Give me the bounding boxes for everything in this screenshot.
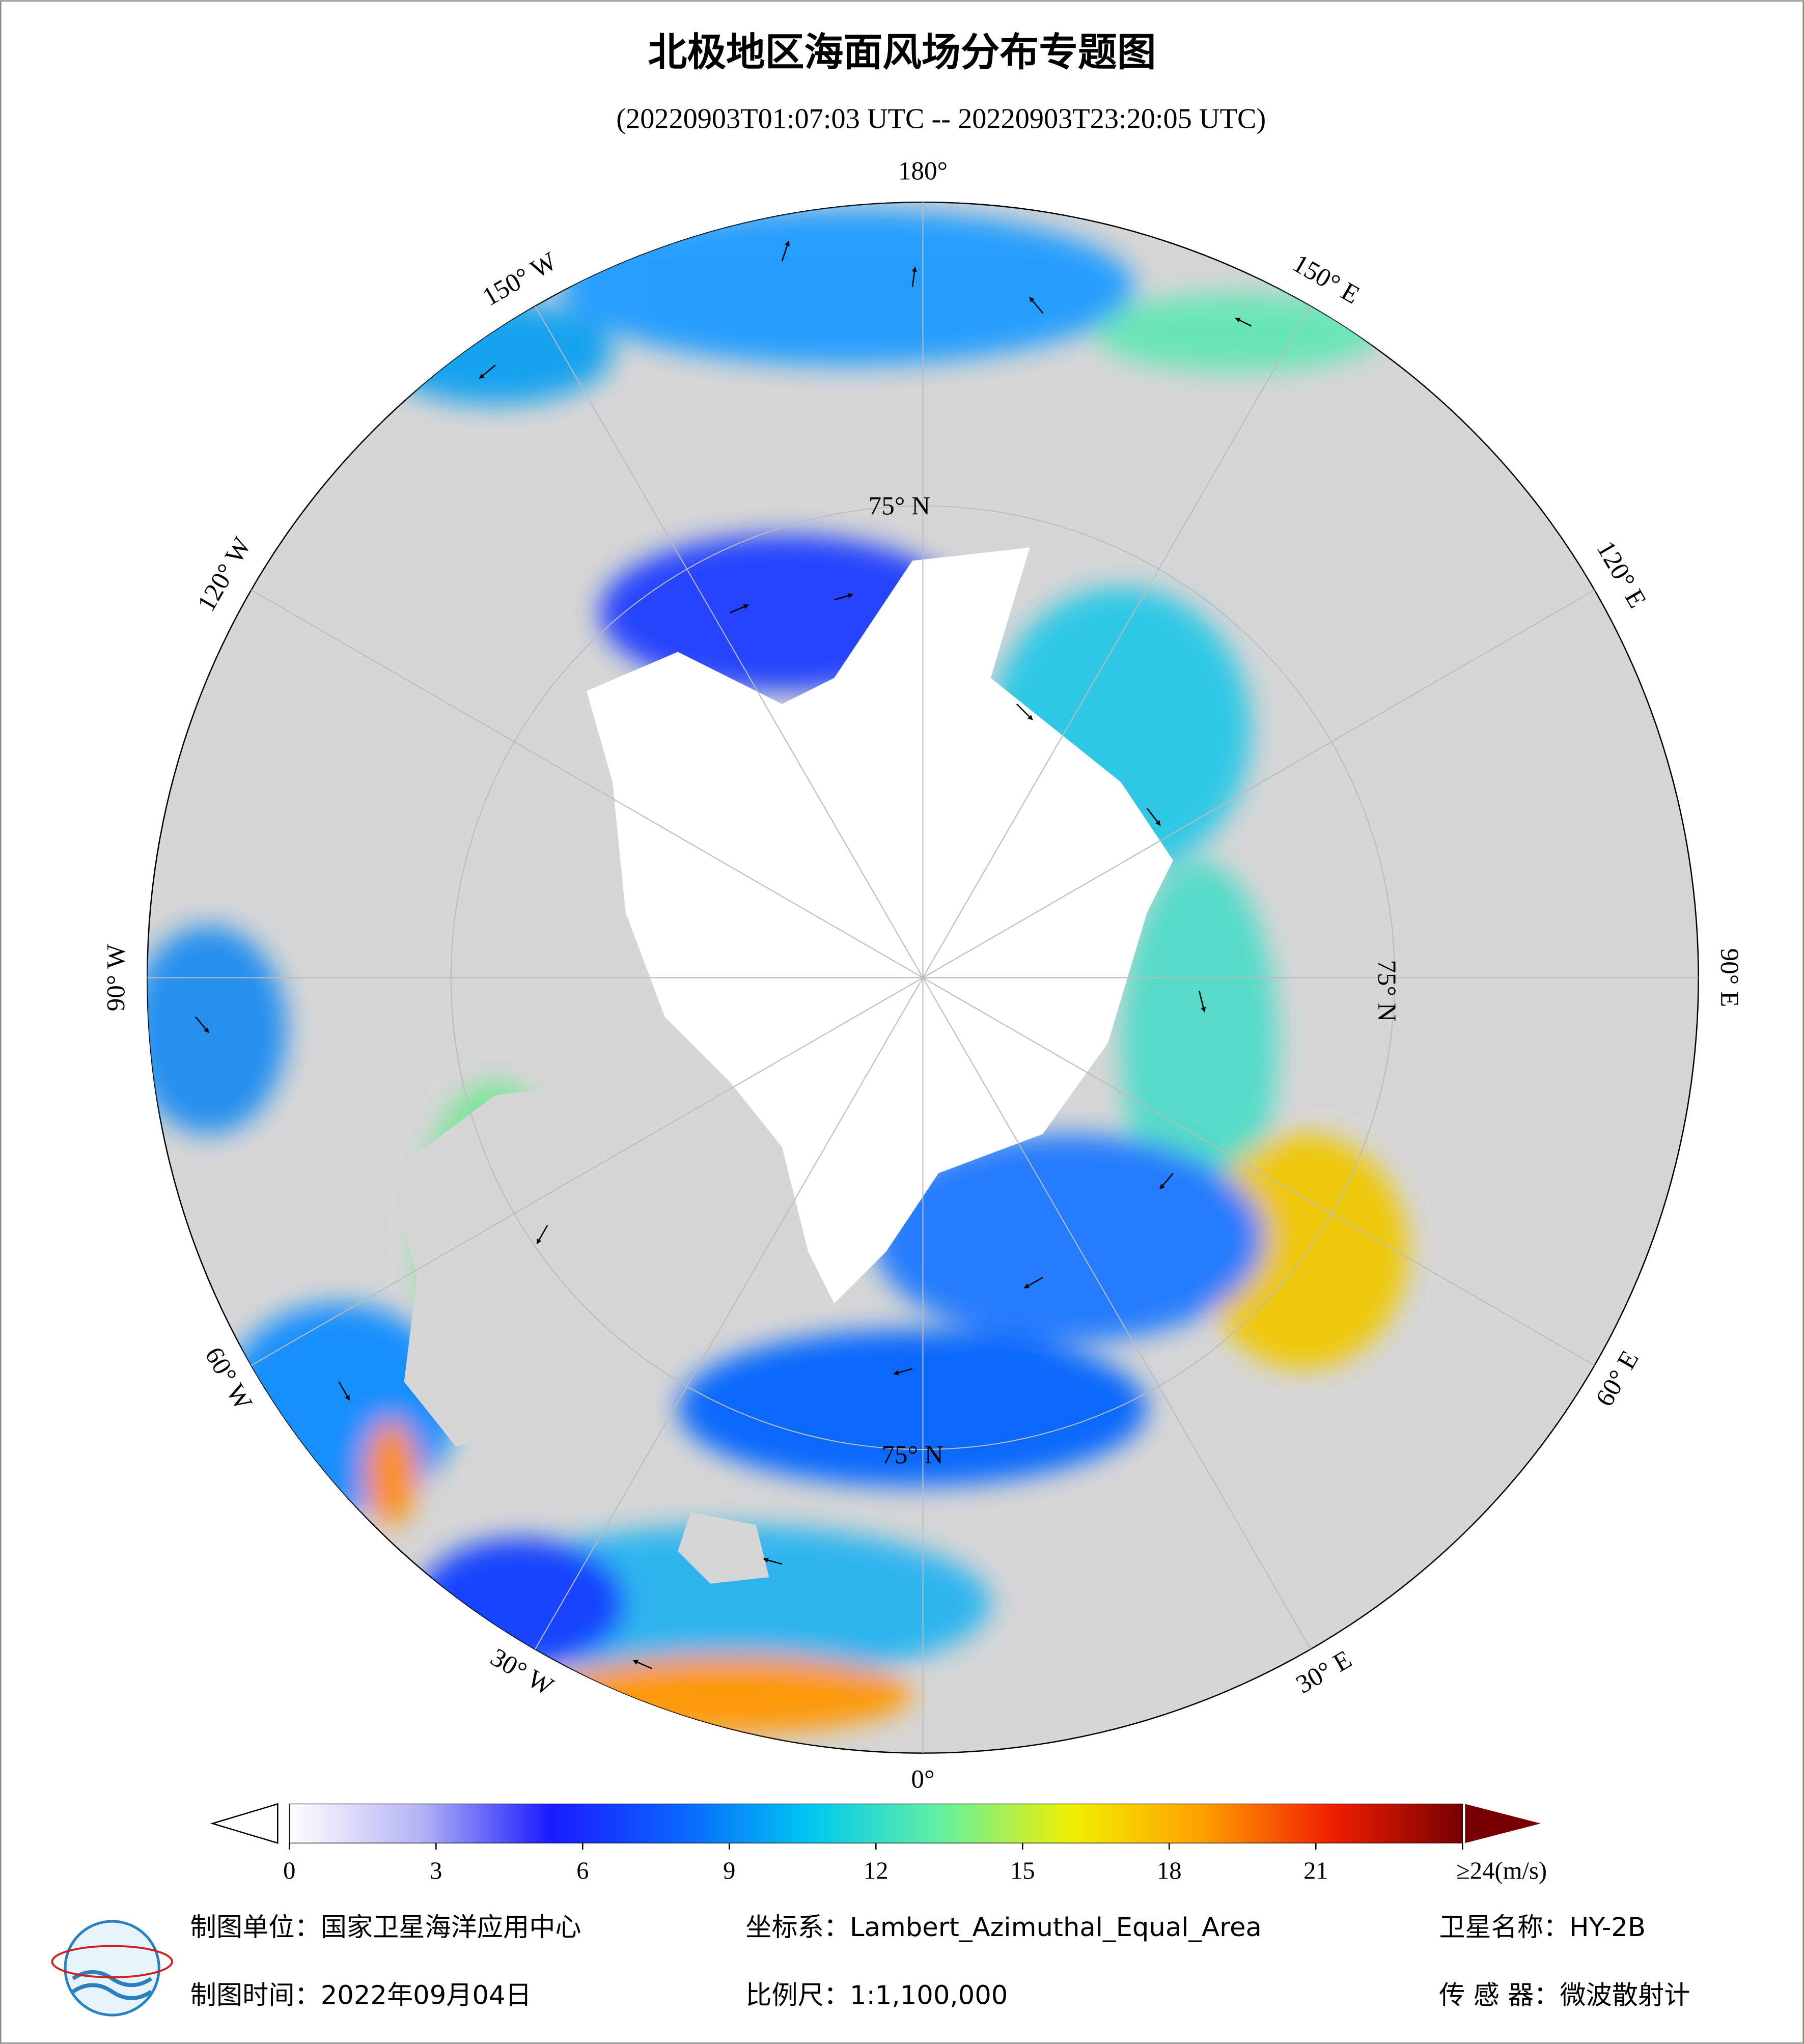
colorbar-scale — [289, 1803, 1463, 1843]
latitude-label: 75° N — [869, 492, 930, 521]
meridian — [251, 977, 923, 1366]
colorbar-high-arrow — [1465, 1804, 1541, 1843]
greenland — [391, 1082, 782, 1447]
longitude-label: 180° — [898, 157, 948, 186]
meridian — [251, 589, 923, 978]
footer-projection: 坐标系：Lambert_Azimuthal_Equal_Area — [745, 1912, 1262, 1943]
latitude-label: 75° N — [1372, 960, 1401, 1021]
longitude-label: 0° — [911, 1765, 934, 1794]
meridian — [534, 977, 924, 1650]
longitude-label: 90° W — [102, 944, 131, 1012]
title: 北极地区海面风场分布专题图 — [648, 30, 1156, 75]
colorbar-tick-label: ≥24(m/s) — [1456, 1857, 1547, 1884]
logo — [51, 1920, 173, 2017]
colorbar-tick-label: 18 — [1157, 1857, 1182, 1884]
colorbar-tick-label: 12 — [864, 1857, 889, 1884]
colorbar-tick-label: 21 — [1303, 1857, 1328, 1884]
colorbar: 0 3 6 9 12 15 18 21 ≥24(m/s) — [210, 1803, 1547, 1884]
colorbar-low-arrow — [210, 1803, 279, 1844]
footer-scale: 比例尺：1:1,100,000 — [745, 1980, 1008, 2010]
longitude-label: 90° E — [1715, 948, 1744, 1007]
latitude-label: 75° N — [881, 1440, 943, 1469]
colorbar-tick-label: 9 — [723, 1857, 735, 1884]
colorbar-tick-label: 0 — [283, 1857, 295, 1884]
meridian — [922, 305, 1311, 978]
meridian — [534, 305, 924, 978]
sea-ice — [586, 547, 1173, 1304]
footer-sensor: 传 感 器：微波散射计 — [1439, 1980, 1690, 2010]
colorbar-tick-label: 15 — [1010, 1857, 1035, 1884]
footer-date: 制图时间：2022年09月04日 — [190, 1980, 532, 2010]
footer-satellite: 卫星名称：HY-2B — [1439, 1912, 1646, 1943]
meridian — [922, 977, 1595, 1366]
graticule — [147, 202, 1699, 1753]
meridian — [922, 589, 1595, 978]
colorbar-tick-label: 6 — [576, 1857, 589, 1884]
wind-arrows — [195, 240, 1252, 1669]
subtitle: (20220903T01:07:03 UTC -- 20220903T23:20… — [616, 103, 1266, 134]
wind-field — [147, 209, 1408, 1734]
colorbar-tick-label: 3 — [430, 1857, 442, 1884]
footer-producer: 制图单位：国家卫星海洋应用中心 — [190, 1912, 581, 1943]
meridian — [922, 977, 1311, 1650]
